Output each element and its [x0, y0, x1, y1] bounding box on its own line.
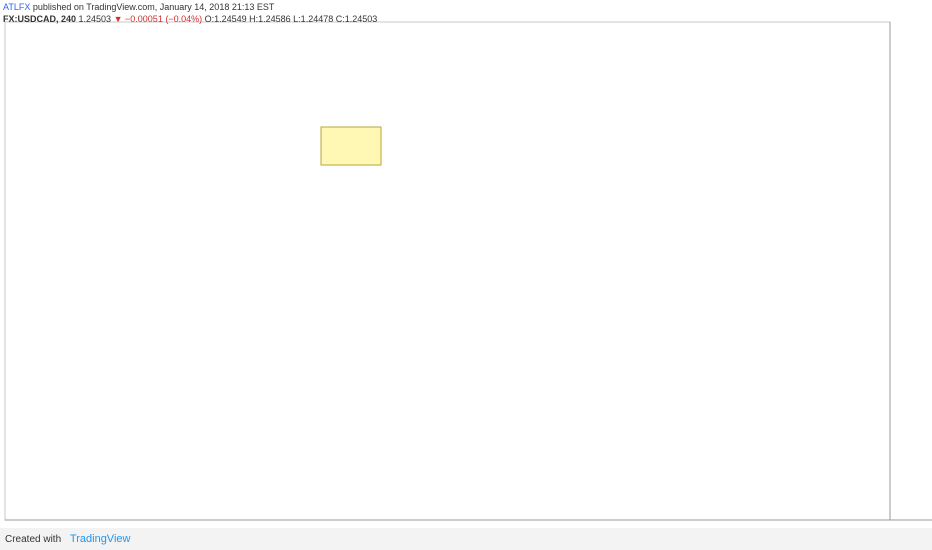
highlight-rectangle	[320, 126, 382, 166]
plot-area	[4, 21, 891, 521]
symbol: FX:USDCAD, 240	[3, 14, 77, 24]
chart	[4, 21, 932, 521]
header: ATLFX published on TradingView.com, Janu…	[3, 1, 377, 25]
author: ATLFX	[3, 2, 31, 12]
published: published on TradingView.com, January 14…	[32, 2, 275, 12]
brand[interactable]: TradingView	[69, 533, 131, 545]
change: −0.00051 (−0.04%)	[125, 14, 203, 24]
ohlc: O:1.24549 H:1.24586 L:1.24478 C:1.24503	[204, 14, 378, 24]
footer: Created with TradingView	[0, 528, 932, 550]
arrow: ▼	[113, 14, 123, 24]
created-with: Created with	[5, 534, 62, 545]
last-price: 1.24503	[78, 14, 112, 24]
